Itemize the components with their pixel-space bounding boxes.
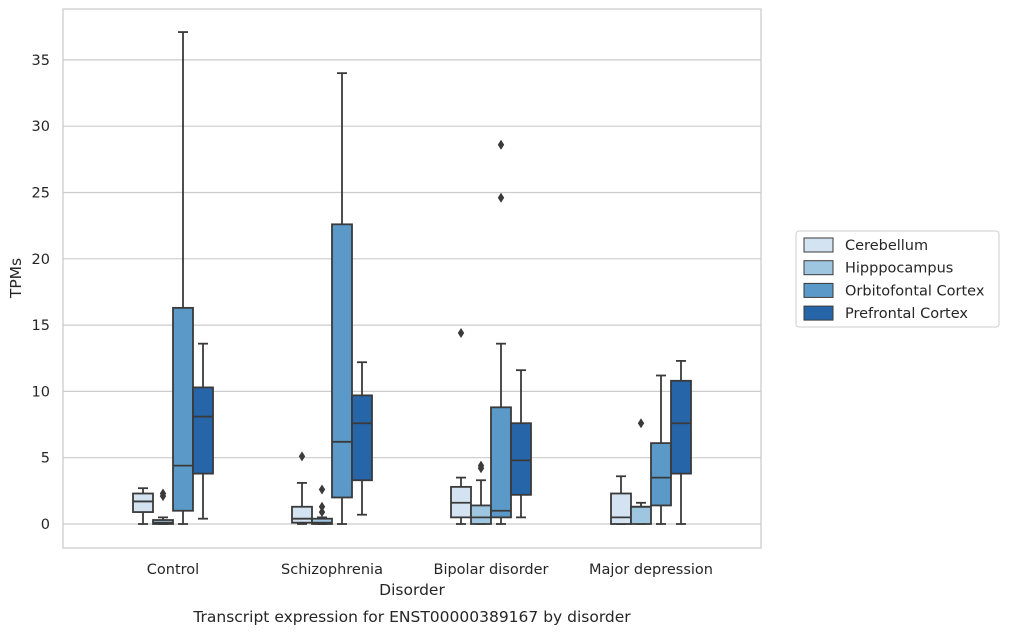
x-axis-title: Disorder xyxy=(379,581,445,599)
box-body xyxy=(470,504,492,525)
y-tick-label: 15 xyxy=(32,318,50,334)
x-tick-label: Major depression xyxy=(589,562,713,578)
legend-swatch xyxy=(803,237,834,253)
box-hipppocampus-schizophrenia xyxy=(311,484,333,525)
box-orbitofontal-cortex-control xyxy=(172,31,194,525)
y-tick-label: 35 xyxy=(32,53,50,69)
box-body xyxy=(510,422,532,496)
box-body xyxy=(132,492,154,513)
legend-label: Cerebellum xyxy=(845,238,928,254)
outlier-point xyxy=(298,451,306,462)
outlier-point xyxy=(497,139,505,150)
x-tick-labels: Control Schizophrenia Bipolar disorder Majo… xyxy=(147,562,713,578)
box-hipppocampus-bipolar-disorder xyxy=(470,460,492,525)
box-body xyxy=(172,306,194,512)
box-prefrontal-cortex-bipolar-disorder xyxy=(510,369,532,519)
box-body xyxy=(311,517,333,525)
box-body xyxy=(610,492,632,525)
box-prefrontal-cortex-schizophrenia xyxy=(351,361,373,516)
box-cerebellum-control xyxy=(132,487,154,525)
y-tick-label: 20 xyxy=(32,252,50,268)
y-tick-label: 10 xyxy=(32,384,50,400)
outlier-point xyxy=(318,484,326,495)
x-tick-label: Schizophrenia xyxy=(281,562,383,578)
legend-swatch xyxy=(803,260,834,276)
box-body xyxy=(490,406,512,519)
outlier-point xyxy=(159,488,167,499)
box-prefrontal-cortex-major-depression xyxy=(670,360,692,525)
y-axis-title: TPMs xyxy=(7,258,25,299)
plot-frame xyxy=(62,8,762,549)
legend-label: Orbitofontal Cortex xyxy=(845,283,985,299)
x-tick-label: Bipolar disorder xyxy=(434,562,549,578)
y-tick-label: 5 xyxy=(41,451,50,467)
legend: Cerebellum Hipppocampus Orbitofontal Corte… xyxy=(795,230,1000,328)
box-hipppocampus-major-depression xyxy=(630,418,652,525)
legend-label: Hipppocampus xyxy=(845,261,953,277)
chart-caption: Transcript expression for ENST0000038916… xyxy=(192,608,631,626)
box-cerebellum-schizophrenia xyxy=(291,451,313,525)
legend-swatch xyxy=(803,282,834,298)
y-tick-label: 25 xyxy=(32,186,50,202)
legend-frame xyxy=(795,230,1000,328)
box-body xyxy=(331,223,353,499)
outlier-point xyxy=(318,507,326,518)
y-tick-label: 0 xyxy=(41,517,50,533)
box-body xyxy=(650,442,672,507)
y-tick-label: 30 xyxy=(32,119,50,135)
box-cerebellum-bipolar-disorder xyxy=(450,328,472,525)
y-tick-labels: 0 5 10 15 20 25 30 35 xyxy=(32,53,50,533)
box-orbitofontal-cortex-bipolar-disorder xyxy=(490,139,512,525)
box-body xyxy=(192,386,214,475)
box-orbitofontal-cortex-major-depression xyxy=(650,374,672,525)
box-hipppocampus-control xyxy=(152,488,174,525)
box-body xyxy=(670,379,692,475)
legend-swatch xyxy=(803,305,834,321)
legend-label: Prefrontal Cortex xyxy=(845,306,968,322)
outlier-point xyxy=(457,328,465,339)
outlier-point xyxy=(477,460,485,471)
x-tick-label: Control xyxy=(147,562,199,578)
box-body xyxy=(630,505,652,525)
outlier-point xyxy=(318,501,326,512)
outlier-point xyxy=(497,192,505,203)
box-orbitofontal-cortex-schizophrenia xyxy=(331,72,353,525)
box-groups xyxy=(132,31,692,525)
box-cerebellum-major-depression xyxy=(610,475,632,525)
box-prefrontal-cortex-control xyxy=(192,342,214,520)
outlier-point xyxy=(637,418,645,429)
box-body xyxy=(291,505,313,524)
box-body xyxy=(351,394,373,482)
